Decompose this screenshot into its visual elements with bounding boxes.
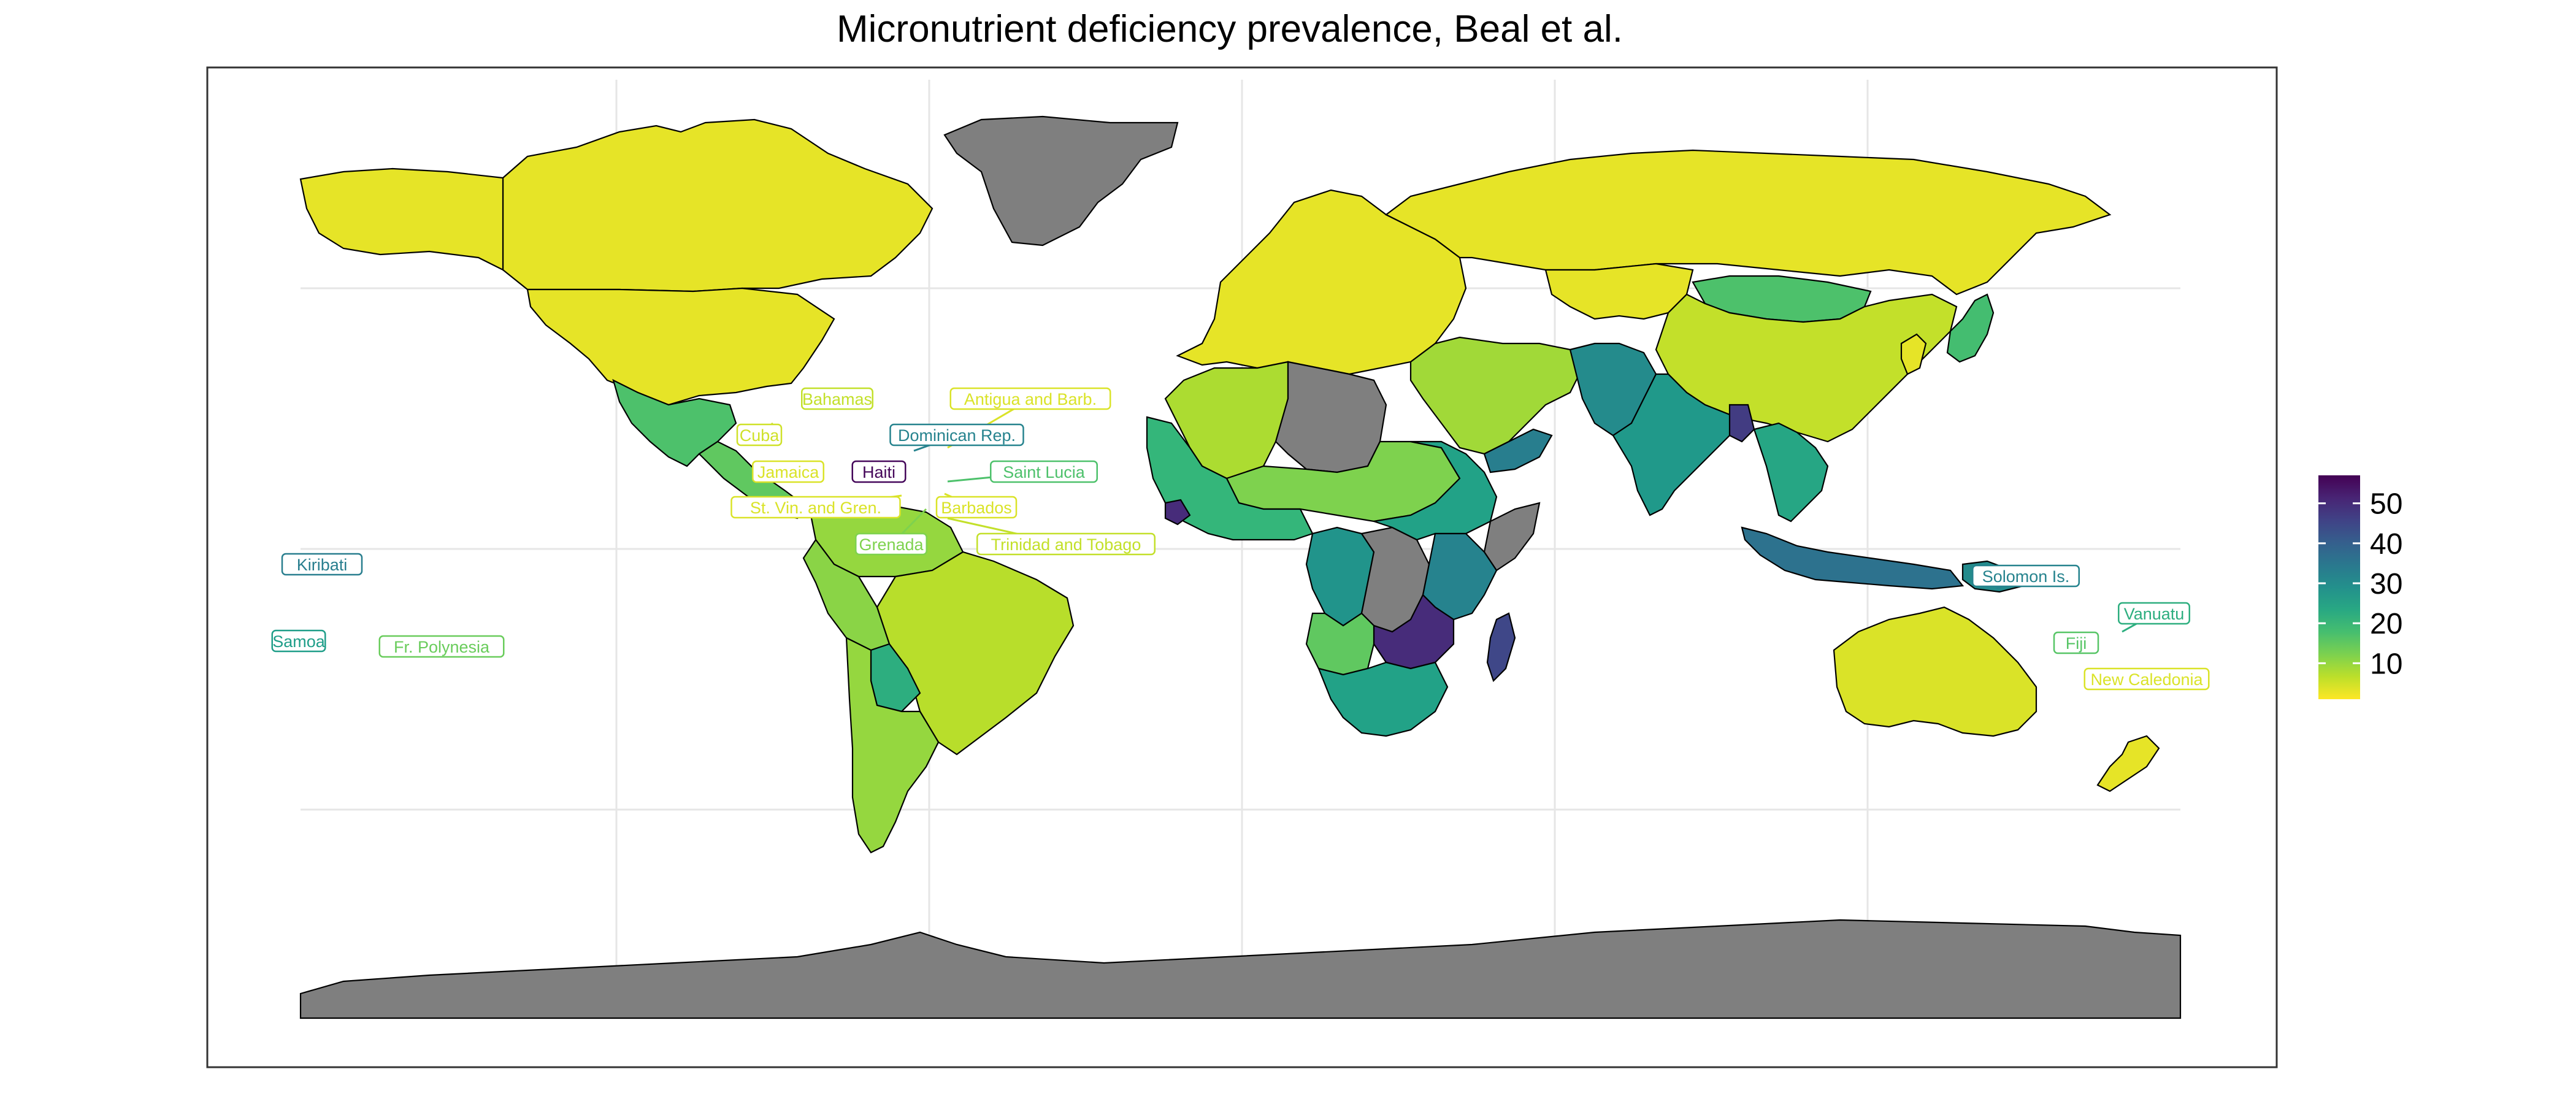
callout-label: Trinidad and Tobago — [947, 517, 1156, 556]
callout-text: Cuba — [740, 426, 780, 445]
callout-box — [801, 387, 873, 410]
region-angola — [1305, 612, 1375, 676]
callout-box — [752, 460, 824, 483]
region-madagascar — [1486, 612, 1516, 683]
callout-label: Grenada — [855, 508, 927, 556]
callout-text: Dominican Rep. — [898, 426, 1016, 445]
callout-box — [730, 496, 901, 519]
region-west-africa — [1146, 416, 1314, 541]
callout-text: Jamaica — [757, 463, 820, 481]
map-title: Micronutrient deficiency prevalence, Bea… — [837, 8, 1623, 50]
callout-text: St. Vin. and Gren. — [750, 499, 881, 517]
region-new-zealand — [2096, 735, 2160, 792]
callout-label: Bahamas — [801, 387, 873, 410]
callout-box — [1972, 564, 2080, 588]
callout-label: Fiji — [2053, 631, 2099, 654]
callout-label: Jamaica — [752, 460, 824, 483]
callout-box — [851, 460, 907, 483]
callout-text: Haiti — [862, 463, 895, 481]
legend-tick-label: 20 — [2370, 608, 2402, 640]
callout-text: Fiji — [2066, 634, 2087, 653]
region-alaska — [299, 167, 504, 271]
callout-box — [271, 629, 326, 653]
callout-text: Solomon Is. — [1982, 567, 2070, 586]
callout-label: Haiti — [851, 460, 907, 483]
callout-label: New Caledonia — [2083, 667, 2210, 691]
region-zambia-malawi — [1373, 594, 1455, 670]
region-sierra-leone — [1164, 499, 1191, 526]
callout-label: Samoa — [271, 629, 326, 653]
callout-text: Fr. Polynesia — [394, 638, 490, 656]
callout-text: Saint Lucia — [1003, 463, 1086, 481]
label-layer: Bahamas Antigua and Barb. Cuba Dominican Re… — [271, 387, 2210, 691]
callout-label: Vanuatu — [2118, 602, 2190, 633]
callout-box — [990, 460, 1098, 483]
callout-label: Solomon Is. — [1972, 564, 2080, 590]
region-indonesia — [1741, 526, 1965, 590]
callout-text: Trinidad and Tobago — [991, 535, 1141, 554]
callout-box — [976, 532, 1156, 556]
callout-label: Kiribati — [281, 553, 363, 576]
region-russia — [1384, 149, 2112, 296]
callout-text: Samoa — [272, 632, 326, 651]
region-sudan-ethiopia — [1373, 440, 1498, 541]
callout-label: Cuba — [736, 422, 783, 447]
callout-text: Kiribati — [297, 556, 348, 574]
callout-label: Fr. Polynesia — [378, 635, 505, 658]
region-japan — [1946, 293, 1995, 363]
legend-tick-label: 50 — [2370, 488, 2402, 521]
callout-box — [889, 423, 1024, 447]
region-argentina-chile — [845, 637, 940, 854]
region-korea — [1900, 333, 1927, 375]
callout-box — [935, 496, 1018, 519]
callout-text: Antigua and Barb. — [964, 390, 1097, 408]
region-southern-africa — [1317, 661, 1449, 737]
region-greenland — [943, 115, 1179, 247]
region-kazakhstan — [1544, 263, 1694, 320]
country-layer — [299, 115, 2182, 1019]
callout-label: Barbados — [935, 493, 1018, 519]
callout-box — [855, 532, 927, 556]
callout-label: Dominican Rep. — [889, 423, 1024, 452]
color-legend: 10 20 30 40 50 — [2318, 475, 2402, 699]
callout-text: Barbados — [941, 499, 1012, 517]
region-antarctica — [299, 919, 2182, 1019]
legend-tick-label: 10 — [2370, 648, 2402, 680]
region-bangladesh — [1728, 404, 1755, 443]
region-united-states — [526, 287, 835, 406]
callout-label: St. Vin. and Gren. — [730, 494, 902, 519]
callout-box — [2053, 631, 2099, 654]
callout-box — [949, 387, 1111, 410]
legend-tick-label: 30 — [2370, 568, 2402, 600]
callout-text: Vanuatu — [2124, 605, 2185, 623]
callout-box — [378, 635, 505, 658]
region-yemen-oman — [1483, 428, 1553, 473]
legend-colorbar — [2318, 475, 2360, 699]
region-middle-east — [1409, 336, 1584, 455]
callout-box — [736, 423, 783, 447]
callout-text: Grenada — [859, 535, 924, 554]
callout-box — [2118, 602, 2190, 625]
legend-tick-label: 40 — [2370, 528, 2402, 561]
callout-box — [281, 553, 363, 576]
region-australia — [1833, 606, 2037, 737]
region-southeast-asia — [1753, 422, 1829, 523]
callout-label: Saint Lucia — [947, 460, 1098, 483]
callout-box — [2083, 667, 2210, 691]
callout-text: Bahamas — [802, 390, 872, 408]
callout-text: New Caledonia — [2090, 670, 2203, 689]
